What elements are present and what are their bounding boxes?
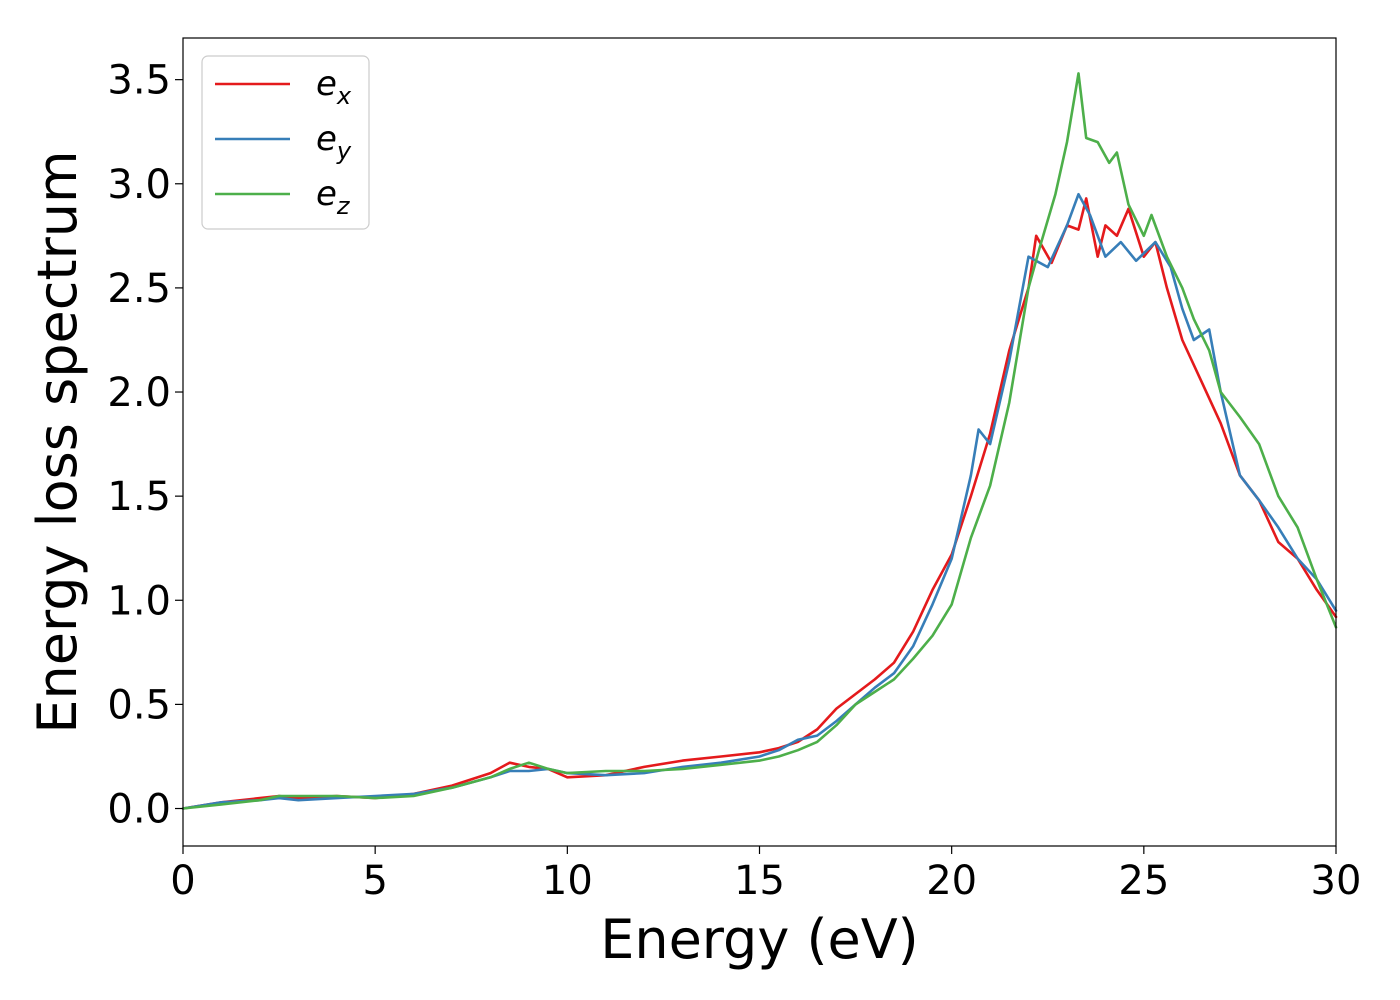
y-tick-label: 3.5	[107, 58, 171, 104]
y-tick-label: 2.5	[107, 266, 171, 312]
x-tick-label: 0	[170, 858, 195, 904]
y-tick-label: 2.0	[107, 370, 171, 416]
x-axis-ticks: 0 5 10 15 20 25 30	[170, 846, 1361, 904]
y-axis-ticks: 0.0 0.5 1.0 1.5 2.0 2.5 3.0 3.5	[107, 58, 183, 833]
x-tick-label: 30	[1311, 858, 1362, 904]
x-tick-label: 15	[734, 858, 785, 904]
legend-subscript: z	[336, 192, 351, 220]
y-axis-title: Energy loss spectrum	[26, 150, 89, 733]
x-tick-label: 25	[1118, 858, 1169, 904]
series-lines	[181, 72, 1338, 810]
y-tick-label: 3.0	[107, 162, 171, 208]
y-tick-label: 1.0	[107, 578, 171, 624]
y-tick-label: 1.5	[107, 474, 171, 520]
y-tick-label: 0.5	[107, 682, 171, 728]
x-tick-label: 20	[926, 858, 977, 904]
y-tick-label: 0.0	[107, 787, 171, 833]
legend-box	[201, 55, 370, 230]
x-tick-label: 10	[542, 858, 593, 904]
legend-subscript: x	[336, 82, 352, 110]
series-line-x	[181, 197, 1338, 810]
series-line-z	[181, 72, 1338, 810]
legend-subscript: y	[336, 137, 352, 165]
x-axis-title: Energy (eV)	[600, 908, 919, 971]
x-tick-label: 5	[362, 858, 387, 904]
